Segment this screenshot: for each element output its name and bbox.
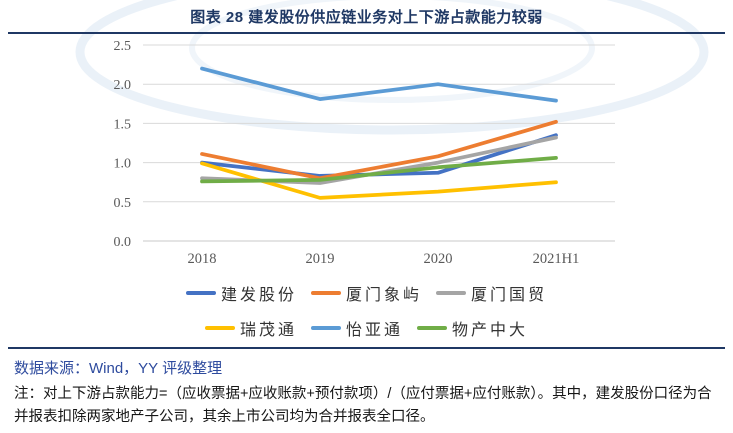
legend-swatch	[436, 291, 466, 295]
legend-item-1: 厦门象屿	[310, 281, 422, 305]
legend-item-3: 瑞茂通	[204, 316, 297, 340]
series-line-4	[200, 66, 558, 103]
footnote: 注：对上下游占款能力=（应收票据+应收账款+预付款项）/（应付票据+应付账款）。…	[14, 386, 712, 426]
legend-label: 物产中大	[452, 322, 529, 339]
legend-swatch	[185, 291, 216, 295]
legend-item-0: 建发股份	[185, 281, 297, 305]
legend-swatch	[417, 326, 447, 330]
legend-label: 厦门象屿	[345, 287, 422, 304]
legend-row-1: 建发股份 厦门象屿 厦门国贸	[185, 281, 547, 305]
y-tick-label: 2.5	[114, 39, 132, 54]
y-tick-label: 0.0	[114, 235, 132, 250]
x-tick-label: 2020	[424, 251, 453, 267]
legend-label: 瑞茂通	[239, 322, 297, 339]
legend-label: 厦门国贸	[471, 287, 548, 304]
figure-title: 图表 28 建发股份供应链业务对上下游占款能力较弱	[190, 9, 543, 26]
chart-legend: 建发股份 厦门象屿 厦门国贸 瑞茂通 怡亚通 物产中大	[0, 281, 733, 340]
legend-label: 建发股份	[220, 287, 297, 304]
x-tick-label: 2019	[306, 251, 335, 267]
data-source: 数据来源：Wind，YY 评级整理	[14, 360, 223, 377]
y-tick-label: 1.0	[114, 157, 132, 172]
legend-label: 怡亚通	[345, 322, 403, 339]
x-tick-label: 2018	[188, 251, 217, 267]
y-tick-label: 0.5	[114, 196, 132, 211]
legend-item-2: 厦门国贸	[436, 281, 547, 305]
x-tick-label: 2021H1	[533, 251, 580, 267]
legend-swatch	[204, 326, 235, 330]
title-divider	[8, 32, 725, 34]
line-chart: 0.0 0.5 1.0 1.5 2.0 2.5 2018 2019 2020 2021H1	[114, 39, 615, 267]
legend-item-4: 怡亚通	[310, 316, 403, 340]
y-tick-label: 2.0	[114, 78, 132, 93]
series-line-5	[200, 156, 558, 184]
legend-row-2: 瑞茂通 怡亚通 物产中大	[204, 316, 528, 340]
legend-swatch	[310, 291, 341, 295]
legend-swatch	[310, 326, 341, 330]
legend-item-5: 物产中大	[417, 316, 528, 340]
y-tick-label: 1.5	[114, 117, 132, 132]
series-line-1	[200, 119, 558, 181]
footer-divider	[8, 347, 725, 349]
figure-footer: 数据来源：Wind，YY 评级整理 注：对上下游占款能力=（应收票据+应收账款+…	[0, 347, 733, 430]
series-line-0	[200, 133, 558, 178]
